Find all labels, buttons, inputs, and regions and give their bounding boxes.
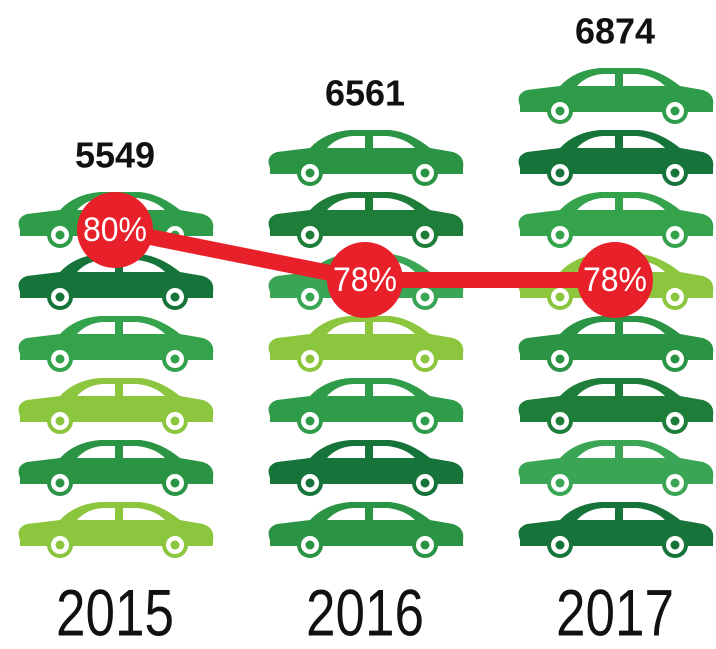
car [519, 502, 714, 558]
car-wheel-hub [306, 169, 315, 178]
car-wheel-hub [671, 169, 680, 178]
car-wheel-hub [421, 541, 430, 550]
percent-label: 78% [333, 261, 397, 299]
car-stack [269, 130, 464, 558]
car-wheel-hub [671, 479, 680, 488]
car [19, 378, 214, 434]
car-wheel-hub [671, 231, 680, 240]
year-label: 2016 [306, 575, 424, 649]
car-wheel-hub [171, 479, 180, 488]
car-wheel-hub [56, 293, 65, 302]
car-wheel-hub [56, 417, 65, 426]
car [269, 192, 464, 248]
car-wheel-hub [56, 355, 65, 364]
car [519, 130, 714, 186]
car-wheel-hub [556, 355, 565, 364]
year-label: 2015 [56, 575, 174, 649]
car [519, 316, 714, 372]
car-wheel-hub [306, 293, 315, 302]
car [19, 440, 214, 496]
car-wheel-hub [556, 541, 565, 550]
car [519, 192, 714, 248]
car-wheel-hub [671, 355, 680, 364]
car-wheel-hub [56, 479, 65, 488]
chart: 5549 2015 6561 2016 6874 2017 80% 78% 78% [0, 0, 716, 649]
car-wheel-hub [306, 479, 315, 488]
percent-label: 80% [83, 211, 147, 249]
car-wheel-hub [306, 541, 315, 550]
car [269, 502, 464, 558]
car-wheel-hub [671, 293, 680, 302]
car-wheel-hub [421, 355, 430, 364]
car-wheel-hub [421, 231, 430, 240]
car-wheel-hub [556, 293, 565, 302]
car-wheel-hub [671, 541, 680, 550]
car [269, 316, 464, 372]
car [519, 440, 714, 496]
car-wheel-hub [421, 293, 430, 302]
car-wheel-hub [56, 231, 65, 240]
car-wheel-hub [421, 479, 430, 488]
car-wheel-hub [56, 541, 65, 550]
car-wheel-hub [171, 417, 180, 426]
car-wheel-hub [421, 417, 430, 426]
count-label: 6874 [575, 11, 655, 52]
car-wheel-hub [556, 231, 565, 240]
car-wheel-hub [556, 479, 565, 488]
car-wheel-hub [306, 231, 315, 240]
car [269, 130, 464, 186]
car-wheel-hub [306, 417, 315, 426]
car-wheel-hub [671, 417, 680, 426]
percent-label: 78% [583, 261, 647, 299]
car-wheel-hub [556, 107, 565, 116]
car-wheel-hub [556, 417, 565, 426]
count-label: 5549 [75, 135, 155, 176]
car [19, 502, 214, 558]
car-wheel-hub [671, 107, 680, 116]
car-wheel-hub [421, 169, 430, 178]
car-wheel-hub [556, 169, 565, 178]
car [519, 378, 714, 434]
car-wheel-hub [306, 355, 315, 364]
car-wheel-hub [171, 541, 180, 550]
year-label: 2017 [556, 575, 674, 649]
count-label: 6561 [325, 73, 405, 114]
car-wheel-hub [171, 355, 180, 364]
car [519, 68, 714, 124]
car-wheel-hub [171, 293, 180, 302]
car [269, 378, 464, 434]
car [269, 440, 464, 496]
car [19, 316, 214, 372]
